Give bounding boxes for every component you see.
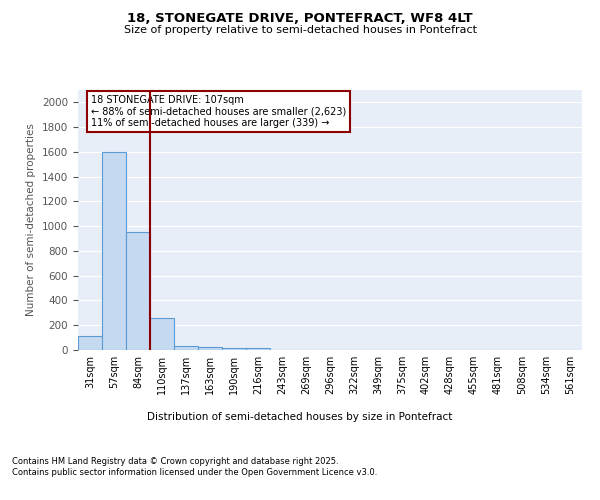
Bar <box>246 348 270 350</box>
Text: Distribution of semi-detached houses by size in Pontefract: Distribution of semi-detached houses by … <box>148 412 452 422</box>
Text: Size of property relative to semi-detached houses in Pontefract: Size of property relative to semi-detach… <box>124 25 476 35</box>
Bar <box>198 347 222 350</box>
Bar <box>102 152 126 350</box>
Bar <box>126 232 150 350</box>
Y-axis label: Number of semi-detached properties: Number of semi-detached properties <box>26 124 37 316</box>
Bar <box>222 348 246 350</box>
Bar <box>78 336 102 350</box>
Text: 18, STONEGATE DRIVE, PONTEFRACT, WF8 4LT: 18, STONEGATE DRIVE, PONTEFRACT, WF8 4LT <box>127 12 473 26</box>
Bar <box>174 346 198 350</box>
Text: Contains HM Land Registry data © Crown copyright and database right 2025.
Contai: Contains HM Land Registry data © Crown c… <box>12 458 377 477</box>
Bar <box>150 318 174 350</box>
Text: 18 STONEGATE DRIVE: 107sqm
← 88% of semi-detached houses are smaller (2,623)
11%: 18 STONEGATE DRIVE: 107sqm ← 88% of semi… <box>91 95 346 128</box>
